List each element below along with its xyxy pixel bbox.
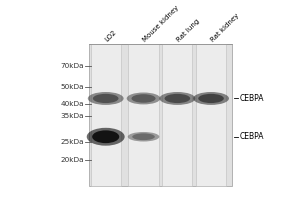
- Text: Rat kidney: Rat kidney: [210, 12, 240, 43]
- Ellipse shape: [93, 94, 118, 103]
- Ellipse shape: [127, 92, 160, 104]
- Ellipse shape: [92, 130, 119, 143]
- Ellipse shape: [131, 94, 156, 103]
- Text: CEBPA: CEBPA: [240, 94, 264, 103]
- Text: LO2: LO2: [104, 29, 118, 43]
- Ellipse shape: [198, 94, 224, 103]
- Ellipse shape: [193, 92, 229, 105]
- Text: 50kDa: 50kDa: [61, 84, 84, 90]
- FancyBboxPatch shape: [162, 44, 192, 186]
- Text: 40kDa: 40kDa: [61, 101, 84, 107]
- Ellipse shape: [160, 92, 195, 105]
- Text: Rat lung: Rat lung: [176, 18, 201, 43]
- Ellipse shape: [88, 92, 124, 105]
- Text: Mouse kidney: Mouse kidney: [142, 5, 180, 43]
- Text: 70kDa: 70kDa: [61, 63, 84, 69]
- Text: 35kDa: 35kDa: [61, 113, 84, 119]
- FancyBboxPatch shape: [196, 44, 226, 186]
- Ellipse shape: [165, 94, 190, 103]
- FancyBboxPatch shape: [91, 44, 121, 186]
- Ellipse shape: [132, 133, 155, 140]
- Ellipse shape: [128, 132, 159, 142]
- FancyBboxPatch shape: [128, 44, 159, 186]
- Text: CEBPA: CEBPA: [240, 132, 264, 141]
- Text: 20kDa: 20kDa: [61, 157, 84, 163]
- Text: 25kDa: 25kDa: [61, 139, 84, 145]
- Ellipse shape: [87, 128, 125, 146]
- FancyBboxPatch shape: [89, 44, 232, 186]
